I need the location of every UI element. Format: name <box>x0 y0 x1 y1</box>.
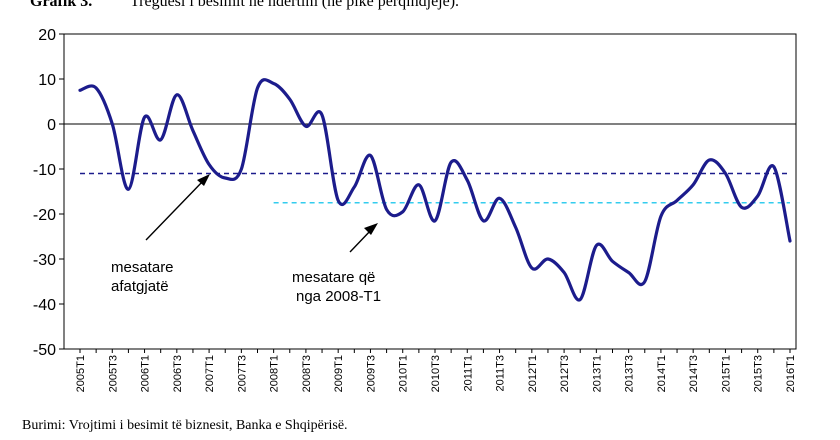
x-tick-label: 2015T1 <box>720 355 732 392</box>
source-note: Burimi: Vrojtimi i besimit të biznesit, … <box>22 418 348 433</box>
x-tick-label: 2008T1 <box>269 355 281 392</box>
y-tick-label: -10 <box>33 162 56 179</box>
annotation-long-term-line-1: mesatare <box>111 259 174 276</box>
y-tick-label: -40 <box>33 297 56 314</box>
chart-number: Grafik 3. <box>30 0 93 10</box>
x-tick-label: 2011T1 <box>462 355 474 392</box>
y-tick-label: -20 <box>33 207 56 224</box>
x-tick-label: 2006T3 <box>172 355 184 392</box>
x-tick-label: 2010T3 <box>430 355 442 392</box>
chart-title: Grafik 3. Treguesi i besimit në ndërtim … <box>30 0 459 11</box>
x-axis: 2005T1 2005T3 2006T1 2006T3 2007T1 2007T3 2008… <box>75 349 797 392</box>
annotation-long-term-line-2: afatgjatë <box>111 278 169 295</box>
annotation-since-2008-line-1: mesatare që <box>292 269 375 286</box>
x-tick-label: 2006T1 <box>140 355 152 392</box>
x-tick-label: 2007T1 <box>204 355 216 392</box>
y-tick-label: 0 <box>47 117 56 134</box>
x-tick-label: 2007T3 <box>236 355 248 392</box>
x-tick-label: 2013T3 <box>624 355 636 392</box>
y-tick-label: -30 <box>33 252 56 269</box>
series-line <box>78 78 792 302</box>
x-tick-label: 2012T3 <box>559 355 571 392</box>
y-tick-label: 10 <box>38 72 56 89</box>
x-tick-label: 2005T1 <box>75 355 87 392</box>
annotation-arrow-long-term <box>145 179 205 241</box>
x-tick-label: 2010T1 <box>398 355 410 392</box>
x-tick-label: 2014T3 <box>688 355 700 392</box>
x-tick-label: 2012T1 <box>527 355 539 392</box>
annotation-arrowhead-since-2008 <box>364 223 378 235</box>
x-tick-label: 2013T1 <box>591 355 603 392</box>
x-tick-label: 2008T3 <box>301 355 313 392</box>
y-tick-label: 20 <box>38 27 56 44</box>
annotation-since-2008-line-2: nga 2008-T1 <box>296 288 381 305</box>
x-tick-label: 2009T1 <box>333 355 345 392</box>
plot-frame <box>63 33 797 350</box>
y-tick-label: -50 <box>33 342 56 359</box>
annotations: mesatare afatgjatë mesatare që nga 2008-… <box>111 174 381 305</box>
x-tick-label: 2016T1 <box>785 355 797 392</box>
y-axis: 20 10 0 -10 -20 -30 -40 -50 <box>33 27 796 359</box>
x-tick-label: 2011T3 <box>495 355 507 392</box>
x-tick-label: 2009T3 <box>365 355 377 392</box>
x-tick-label: 2005T3 <box>107 355 119 392</box>
x-tick-label: 2015T3 <box>753 355 765 392</box>
reference-lines <box>80 172 790 204</box>
annotation-arrow-since-2008 <box>349 228 373 253</box>
chart-title-text: Treguesi i besimit në ndërtim (në pikë p… <box>129 0 460 10</box>
x-tick-label: 2014T1 <box>656 355 668 392</box>
annotation-arrowhead-long-term <box>197 174 210 186</box>
